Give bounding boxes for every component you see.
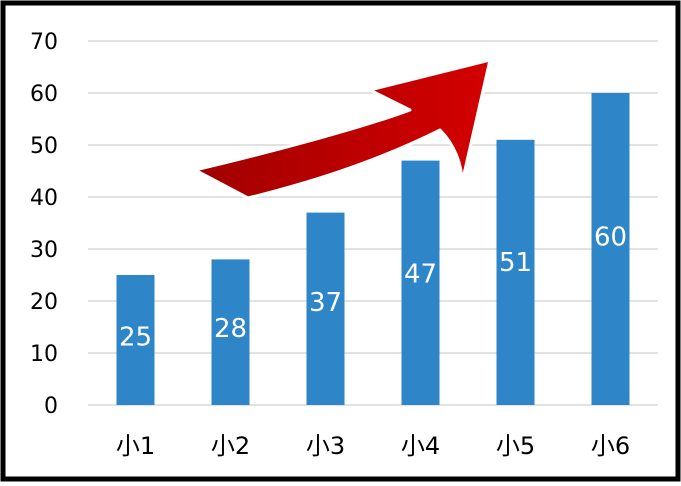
- y-tick-label: 70: [30, 30, 58, 55]
- x-tick-label: 小4: [401, 432, 440, 460]
- bar: [591, 93, 630, 405]
- y-tick-label: 60: [30, 82, 58, 107]
- x-tick-label: 小2: [211, 432, 250, 460]
- x-tick-label: 小3: [306, 432, 345, 460]
- bar: [306, 212, 345, 405]
- bars: [116, 93, 630, 406]
- bar: [211, 259, 250, 405]
- data-label: 28: [214, 314, 247, 344]
- data-label: 37: [309, 288, 342, 318]
- x-axis-ticks: 小1 小2 小3 小4 小5 小6: [116, 432, 630, 460]
- y-tick-label: 30: [30, 238, 58, 263]
- y-tick-label: 50: [30, 134, 58, 159]
- data-label: 51: [499, 248, 532, 278]
- y-tick-label: 20: [30, 290, 58, 315]
- x-tick-label: 小6: [591, 432, 630, 460]
- trend-arrow-icon: [193, 58, 492, 200]
- y-tick-label: 40: [30, 186, 58, 211]
- x-tick-label: 小1: [116, 432, 155, 460]
- data-label: 47: [404, 260, 437, 290]
- data-labels: 25 28 37 47 51 60: [119, 222, 627, 352]
- bar: [116, 275, 155, 405]
- y-tick-label: 0: [44, 394, 58, 419]
- y-tick-label: 10: [30, 342, 58, 367]
- y-axis-ticks: 0 10 20 30 40 50 60 70: [30, 30, 58, 419]
- data-label: 25: [119, 323, 152, 353]
- bar: [401, 160, 440, 405]
- data-label: 60: [594, 222, 627, 252]
- bar: [496, 139, 535, 406]
- x-tick-label: 小5: [496, 432, 535, 460]
